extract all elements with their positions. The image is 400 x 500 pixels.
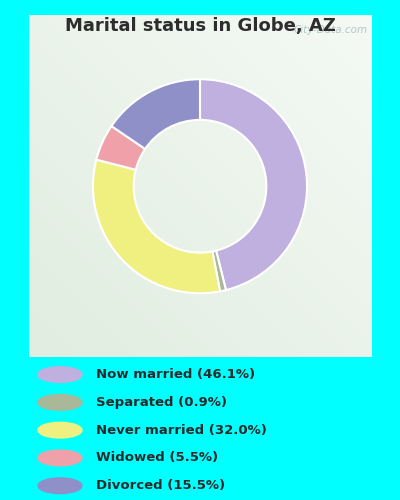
Text: Marital status in Globe, AZ: Marital status in Globe, AZ — [65, 18, 335, 36]
Circle shape — [38, 394, 82, 410]
Circle shape — [38, 367, 82, 382]
Wedge shape — [112, 79, 200, 149]
Circle shape — [38, 450, 82, 466]
Text: Separated (0.9%): Separated (0.9%) — [96, 396, 227, 409]
Text: City-Data.com: City-Data.com — [294, 26, 368, 36]
Text: Widowed (5.5%): Widowed (5.5%) — [96, 452, 218, 464]
Circle shape — [38, 422, 82, 438]
Wedge shape — [93, 160, 220, 294]
Text: Now married (46.1%): Now married (46.1%) — [96, 368, 255, 381]
Wedge shape — [212, 250, 226, 292]
Circle shape — [38, 478, 82, 494]
Wedge shape — [96, 126, 145, 170]
Wedge shape — [200, 79, 307, 290]
Text: Never married (32.0%): Never married (32.0%) — [96, 424, 267, 436]
Text: Divorced (15.5%): Divorced (15.5%) — [96, 479, 225, 492]
